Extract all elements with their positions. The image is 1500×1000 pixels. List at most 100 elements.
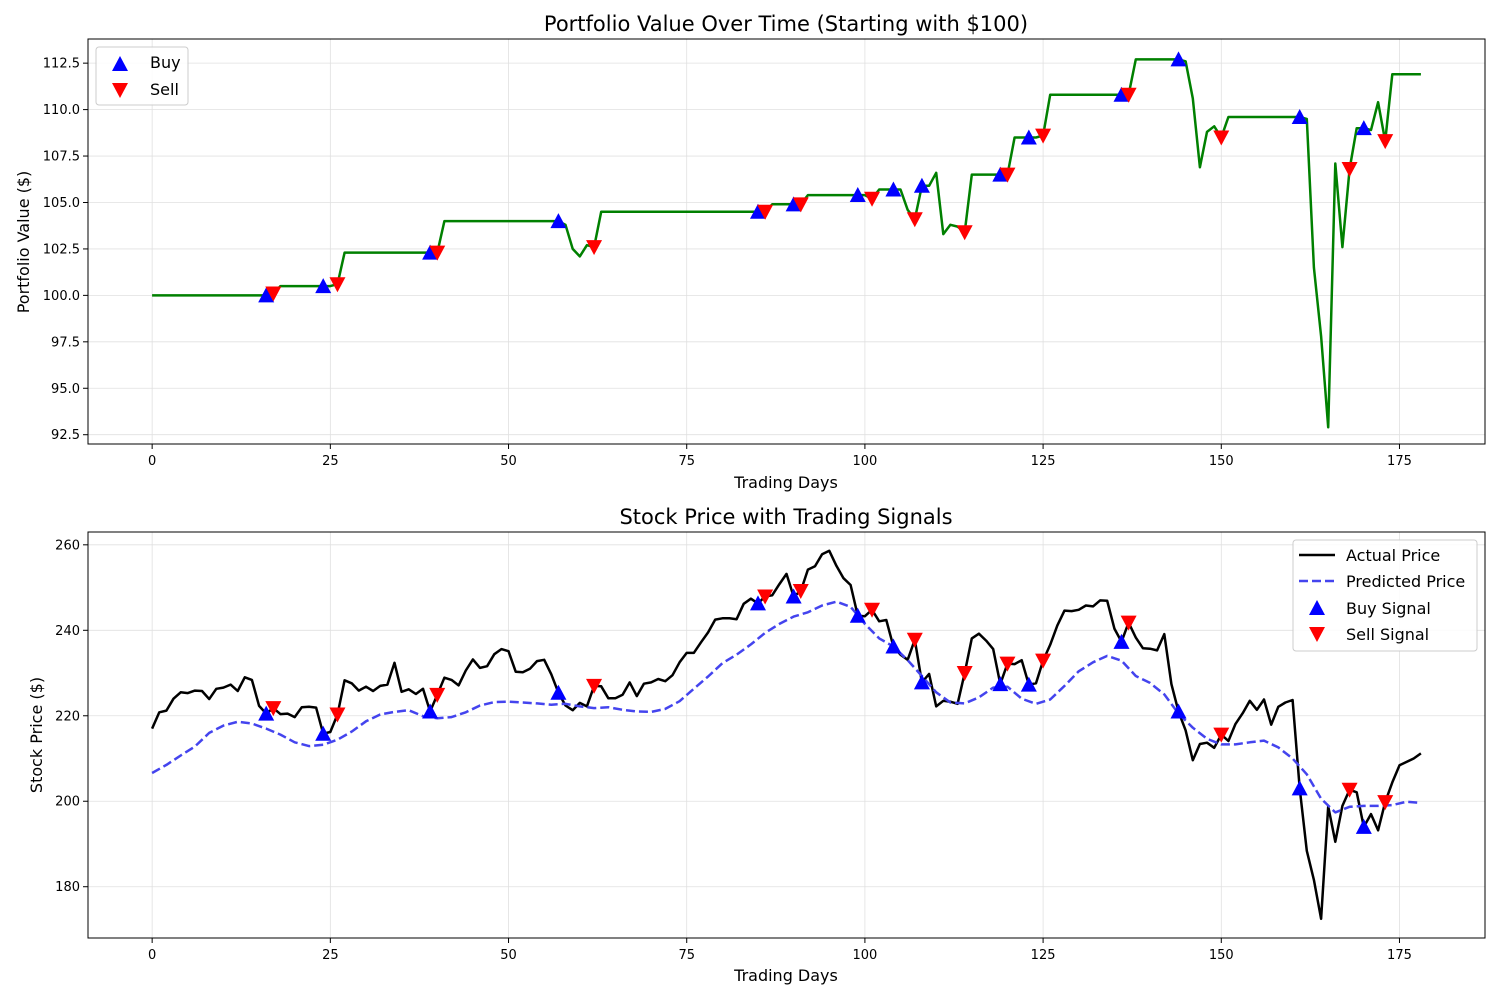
sell-marker <box>956 666 973 682</box>
buy-marker <box>550 213 567 229</box>
x-tick-label: 0 <box>148 948 156 963</box>
buy-marker <box>1020 676 1037 692</box>
legend-buy-label: Buy <box>150 53 181 72</box>
buy-marker <box>1113 633 1130 649</box>
buy-marker <box>1355 120 1372 136</box>
buy-marker <box>1170 51 1187 67</box>
portfolio-plot-frame <box>87 38 1486 445</box>
y-tick-label: 107.5 <box>43 150 80 165</box>
sell-marker <box>1035 653 1052 669</box>
y-tick-label: 110.0 <box>43 103 80 118</box>
sell-marker <box>1377 134 1394 150</box>
legend-sell-marker <box>112 83 128 98</box>
buy-marker <box>913 674 930 690</box>
x-tick-label: 50 <box>500 948 517 963</box>
sell-marker <box>864 191 881 207</box>
y-tick-label: 220 <box>55 709 80 724</box>
buy-marker <box>785 588 802 604</box>
sell-marker <box>999 656 1016 672</box>
portfolio-x-axis-label: Trading Days <box>733 473 838 492</box>
sell-marker <box>1341 162 1358 178</box>
sell-marker <box>1120 87 1137 103</box>
stock-plot-frame <box>87 531 1486 939</box>
sell-marker <box>792 583 809 599</box>
x-tick-label: 50 <box>500 454 517 469</box>
buy-marker <box>885 181 902 197</box>
portfolio-y-axis-label: Portfolio Value ($) <box>14 171 33 314</box>
stock-y-axis-label: Stock Price ($) <box>27 677 46 793</box>
sell-marker <box>1213 727 1230 743</box>
buy-marker <box>849 607 866 623</box>
buy-marker <box>1020 129 1037 145</box>
sell-marker <box>906 632 923 648</box>
sell-marker <box>1213 130 1230 146</box>
sell-marker <box>906 212 923 228</box>
sell-marker <box>329 707 346 723</box>
stock-legend: Actual Price Predicted Price Buy Signal … <box>1292 539 1478 652</box>
legend-buy-signal-marker <box>1309 600 1325 615</box>
buy-marker <box>749 595 766 611</box>
sell-marker <box>999 167 1016 183</box>
portfolio-lines <box>152 58 1421 429</box>
x-tick-label: 75 <box>678 948 695 963</box>
stock-legend-box <box>1292 539 1478 652</box>
sell-marker <box>586 240 603 256</box>
buy-marker <box>749 203 766 219</box>
x-tick-label: 125 <box>1031 948 1056 963</box>
stock-x-axis-label: Trading Days <box>733 966 838 985</box>
buy-marker <box>849 187 866 203</box>
buy-marker <box>315 278 332 294</box>
portfolio-chart-title: Portfolio Value Over Time (Starting with… <box>544 12 1028 36</box>
x-tick-label: 175 <box>1387 948 1412 963</box>
buy-marker <box>1355 818 1372 834</box>
buy-marker <box>785 196 802 212</box>
x-tick-label: 25 <box>322 948 339 963</box>
y-tick-label: 102.5 <box>43 242 80 257</box>
legend-sell-signal-label: Sell Signal <box>1346 625 1429 644</box>
sell-marker <box>1120 615 1137 631</box>
stock-chart-title: Stock Price with Trading Signals <box>619 505 952 529</box>
sell-marker <box>792 197 809 213</box>
legend-sell-label: Sell <box>150 80 179 99</box>
buy-marker <box>913 177 930 193</box>
x-tick-label: 0 <box>148 454 156 469</box>
buy-marker <box>422 703 439 719</box>
y-tick-label: 200 <box>55 795 80 810</box>
y-tick-label: 92.5 <box>51 428 80 443</box>
sell-marker <box>956 225 973 241</box>
buy-marker <box>885 638 902 654</box>
buy-marker <box>1291 109 1308 125</box>
y-tick-label: 100.0 <box>43 289 80 304</box>
actual-price-line <box>150 549 1422 921</box>
y-tick-label: 240 <box>55 624 80 639</box>
legend-buy-signal-label: Buy Signal <box>1346 599 1431 618</box>
legend-sell-signal-marker <box>1309 627 1325 642</box>
sell-marker <box>586 678 603 694</box>
legend-predicted-label: Predicted Price <box>1346 572 1465 591</box>
x-tick-label: 175 <box>1387 454 1412 469</box>
stock-lines <box>150 549 1422 921</box>
y-tick-label: 105.0 <box>43 196 80 211</box>
sell-marker <box>864 602 881 618</box>
buy-marker <box>1113 86 1130 102</box>
buy-marker <box>550 684 567 700</box>
stock-ticks: 0 25 50 75 100 125 150 175 180 200 220 240 260 <box>55 538 1412 963</box>
buy-marker <box>258 705 275 721</box>
y-tick-label: 97.5 <box>51 335 80 350</box>
x-tick-label: 125 <box>1031 454 1056 469</box>
x-tick-label: 150 <box>1209 454 1234 469</box>
legend-actual-label: Actual Price <box>1346 546 1440 565</box>
y-tick-label: 180 <box>55 880 80 895</box>
sell-marker <box>757 204 774 220</box>
sell-marker <box>757 589 774 605</box>
buy-marker <box>315 725 332 741</box>
buy-marker <box>1170 703 1187 719</box>
buy-marker <box>992 166 1009 182</box>
stock-grid <box>88 532 1485 938</box>
sell-marker <box>1035 128 1052 144</box>
portfolio-ticks: 0 25 50 75 100 125 150 175 92.5 95.0 97.5 100.0 102.… <box>43 57 1412 469</box>
portfolio-value-line <box>152 58 1421 429</box>
sell-marker <box>1377 795 1394 811</box>
buy-marker <box>1291 780 1308 796</box>
